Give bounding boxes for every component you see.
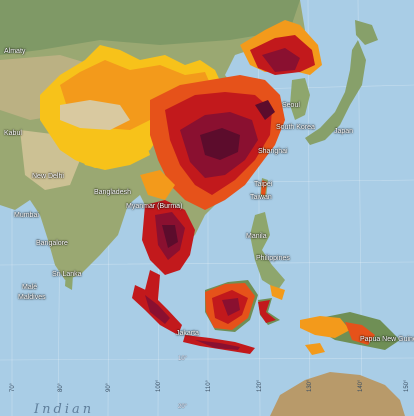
label-south-korea: South Korea — [276, 124, 315, 131]
label-taiwan: Taiwan — [250, 194, 272, 201]
label-kabul: Kabul — [4, 130, 22, 137]
japan-land — [305, 40, 366, 145]
label-philippines: Philippines — [256, 255, 290, 262]
label-indian-ocean: Indian — [34, 402, 95, 416]
label-maldives: Maldives — [18, 294, 46, 301]
lon-label-130: 130° — [307, 379, 313, 392]
lon-label-80: 80° — [58, 382, 64, 392]
lon-label-90: 90° — [106, 382, 112, 392]
label-japan: Japan — [334, 128, 354, 135]
lon-label-70: 70° — [10, 382, 16, 392]
siberia-terrain — [0, 0, 300, 55]
label-bangladesh: Bangladesh — [94, 189, 131, 196]
lon-label-120: 120° — [257, 379, 263, 392]
label-taipei: Taipei — [254, 181, 273, 188]
label-male: Malé — [22, 284, 38, 291]
label-sri-lanka: Sri Lanka — [52, 271, 82, 278]
label-seoul: Seoul — [282, 102, 300, 109]
lon-label-150: 150° — [404, 379, 410, 392]
korea-land — [290, 78, 310, 120]
label-shanghai: Shanghai — [258, 148, 288, 155]
lon-label-110: 110° — [206, 380, 212, 392]
lon-label-140: 140° — [358, 379, 364, 392]
heat-overlay — [40, 20, 375, 355]
lat-label-20: 20° — [178, 404, 188, 410]
label-papua-new-guinea: Papua New Guinea — [360, 336, 414, 343]
label-new-delhi: New Delhi — [32, 173, 64, 180]
lon-label-100: 100° — [156, 379, 162, 392]
philippines-land — [250, 212, 285, 290]
hokkaido-land — [355, 20, 378, 45]
label-mumbai: Mumbai — [14, 212, 39, 219]
label-manila: Manila — [246, 233, 267, 240]
label-jakarta: Jakarta — [176, 330, 199, 337]
label-bangalore: Bangalore — [36, 240, 68, 247]
label-myanmar: Myanmar (Burma) — [126, 203, 183, 210]
lat-label-10: 10° — [178, 356, 188, 362]
australia-land — [270, 372, 405, 416]
label-almaty: Almaty — [4, 48, 26, 55]
sri-lanka-land — [65, 272, 73, 290]
